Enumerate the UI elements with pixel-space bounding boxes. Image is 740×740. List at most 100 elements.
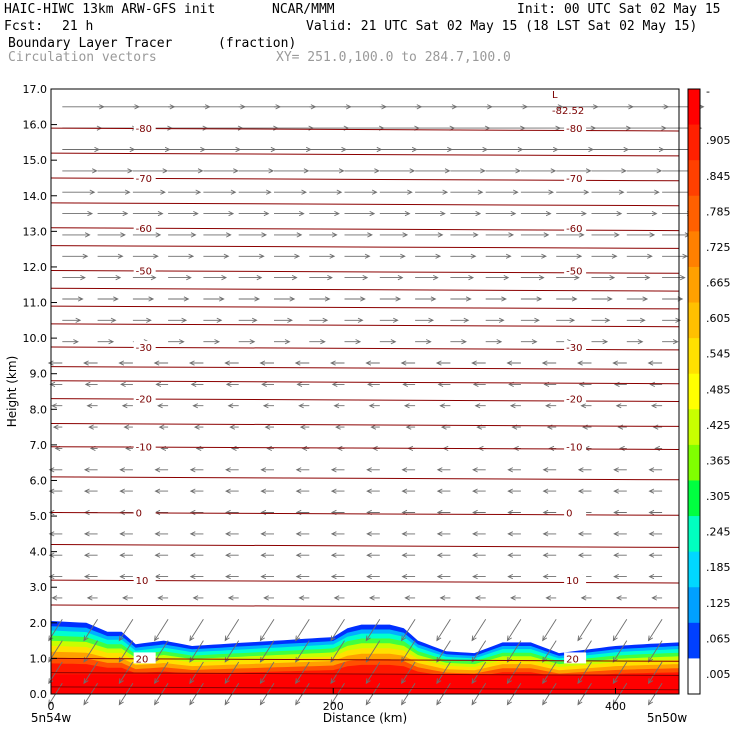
y-tick-label: 11.0 [23, 297, 48, 310]
vector-397 [97, 210, 129, 217]
vector-106 [613, 573, 627, 580]
vector-442 [415, 168, 451, 174]
vector-298 [415, 339, 432, 345]
vector-377 [662, 253, 689, 259]
vector-351 [379, 274, 404, 281]
vector-283 [506, 360, 521, 366]
vector-180 [48, 467, 63, 473]
vector-102 [472, 573, 486, 580]
y-tick-label: 10.0 [23, 332, 48, 345]
vector-135 [366, 531, 380, 537]
vector-259 [296, 381, 310, 388]
circulation-vectors [47, 104, 705, 706]
vector-334 [415, 296, 437, 302]
contour-line-12 [50, 672, 680, 676]
colorbar-label: .365 [706, 454, 731, 467]
contour-label-bg [133, 171, 156, 183]
vector-357 [591, 274, 616, 281]
vector-167 [225, 488, 239, 494]
colorbar-swatch [688, 231, 700, 268]
vector-119 [436, 552, 451, 558]
vector-305 [662, 339, 679, 345]
vector-455 [238, 146, 277, 153]
vector-107 [648, 573, 663, 580]
colorbar-label: .545 [706, 348, 731, 361]
vector-402 [274, 210, 305, 217]
vector-127 [83, 531, 98, 537]
vector-491 [238, 104, 282, 110]
vector-394 [626, 232, 656, 238]
vector-286 [612, 360, 627, 366]
temperature-contours: -80 -80 -70 -70 -60 -60 -50 -50 -30 -30 -20 -20 -10 -… [50, 90, 680, 691]
vector-465 [591, 146, 630, 153]
vector-96 [260, 573, 274, 580]
vector-191 [436, 467, 451, 473]
max-value-label: -82.52 [552, 106, 584, 117]
org-label: NCAR/MMM [272, 2, 335, 17]
contour-label-bg [564, 171, 587, 183]
vector-123 [577, 552, 592, 558]
contour-label: -70 [566, 174, 582, 185]
vector-66 [471, 619, 487, 642]
vector-325 [97, 296, 119, 302]
vector-220 [193, 424, 204, 430]
vector-291 [168, 339, 185, 345]
vector-276 [259, 360, 274, 366]
vector-323 [662, 317, 682, 323]
contour-label: -20 [566, 395, 582, 406]
vector-181 [83, 467, 98, 473]
vector-369 [379, 253, 406, 259]
vector-215 [654, 445, 663, 452]
contour-line-2 [50, 245, 680, 249]
vector-field-name: Circulation vectors [8, 50, 157, 65]
colorbar-label: .665 [706, 277, 731, 290]
vector-309 [168, 317, 188, 323]
vector-59 [224, 619, 240, 642]
contour-label-bg [133, 652, 156, 664]
vector-190 [401, 467, 416, 473]
vector-343 [97, 274, 122, 281]
vector-188 [330, 467, 345, 473]
vector-43 [295, 640, 310, 663]
vector-391 [520, 232, 550, 238]
vector-314 [344, 317, 364, 323]
model-title: HAIC-HIWC 13km ARW-GFS init [4, 2, 216, 17]
vector-322 [626, 317, 646, 323]
vector-376 [626, 253, 653, 259]
vector-363 [168, 253, 195, 259]
vector-282 [471, 360, 486, 366]
vector-243 [368, 403, 380, 409]
contour-label-bg [133, 574, 156, 586]
vector-113 [225, 552, 239, 558]
vector-401 [238, 210, 270, 217]
vector-337 [520, 296, 543, 302]
colorbar-label: .065 [706, 632, 731, 645]
vector-296 [344, 339, 362, 345]
colorbar-swatch [688, 516, 700, 553]
vector-389 [450, 232, 479, 238]
vector-157 [507, 509, 521, 516]
contour-label: 20 [136, 654, 149, 665]
contour-label-bg [564, 652, 587, 664]
vector-177 [577, 488, 592, 494]
y-tick-label: 2.0 [30, 617, 48, 630]
x-left-location: 5n54w [31, 711, 72, 725]
vector-212 [548, 445, 557, 452]
vector-308 [132, 317, 152, 323]
vector-110 [119, 552, 133, 558]
contour-line-3 [50, 287, 680, 292]
vector-331 [309, 296, 331, 302]
vector-280 [400, 360, 416, 366]
vector-382 [203, 232, 232, 238]
vector-184 [189, 467, 204, 473]
vector-67 [506, 619, 522, 642]
contour-line-1 [50, 202, 680, 207]
contour-line-8 [50, 423, 680, 427]
contour-label: -80 [136, 124, 152, 135]
vector-94 [189, 573, 204, 580]
y-tick-label: 16.0 [23, 119, 48, 132]
vector-98 [330, 573, 345, 580]
vector-330 [274, 296, 296, 302]
vector-342 [62, 274, 86, 281]
